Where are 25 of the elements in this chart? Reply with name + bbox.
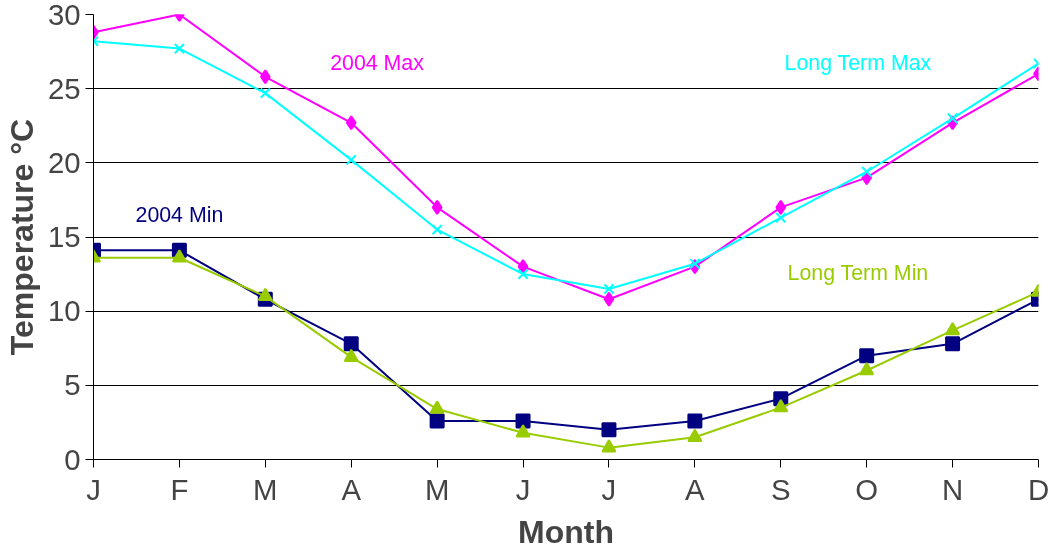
y-tick-label: 15 bbox=[47, 220, 81, 253]
text: Long Term Min bbox=[787, 260, 929, 285]
x-tick-label: A bbox=[685, 472, 706, 506]
y-tick-label: 30 bbox=[47, 0, 81, 31]
x-tick-label: M bbox=[424, 472, 450, 506]
x-tick-label: S bbox=[770, 472, 791, 506]
x-tick-label: A bbox=[341, 472, 362, 506]
x-tick-label: J bbox=[601, 472, 617, 506]
x-tick-label: N bbox=[942, 472, 964, 506]
x-tick-label: D bbox=[1027, 472, 1050, 506]
y-tick-label: 0 bbox=[64, 442, 81, 476]
y-axis-title: Temperature °C bbox=[3, 118, 40, 356]
x-tick-label: F bbox=[170, 472, 189, 506]
x-axis-title: Month bbox=[518, 513, 614, 550]
y-tick-label: 5 bbox=[64, 368, 81, 402]
x-tick-label: M bbox=[253, 472, 278, 506]
series-label: 2004 Min bbox=[135, 202, 224, 227]
y-tick-label: 10 bbox=[47, 294, 81, 328]
x-tick-label: O bbox=[855, 472, 879, 506]
series-label: 2004 Max bbox=[330, 51, 425, 76]
y-tick-label: 25 bbox=[47, 71, 81, 105]
x-tick-label: J bbox=[86, 472, 101, 506]
x-tick-label: J bbox=[515, 472, 531, 506]
y-tick-label: 20 bbox=[47, 145, 81, 179]
series-label: Long Term Max bbox=[784, 51, 932, 76]
